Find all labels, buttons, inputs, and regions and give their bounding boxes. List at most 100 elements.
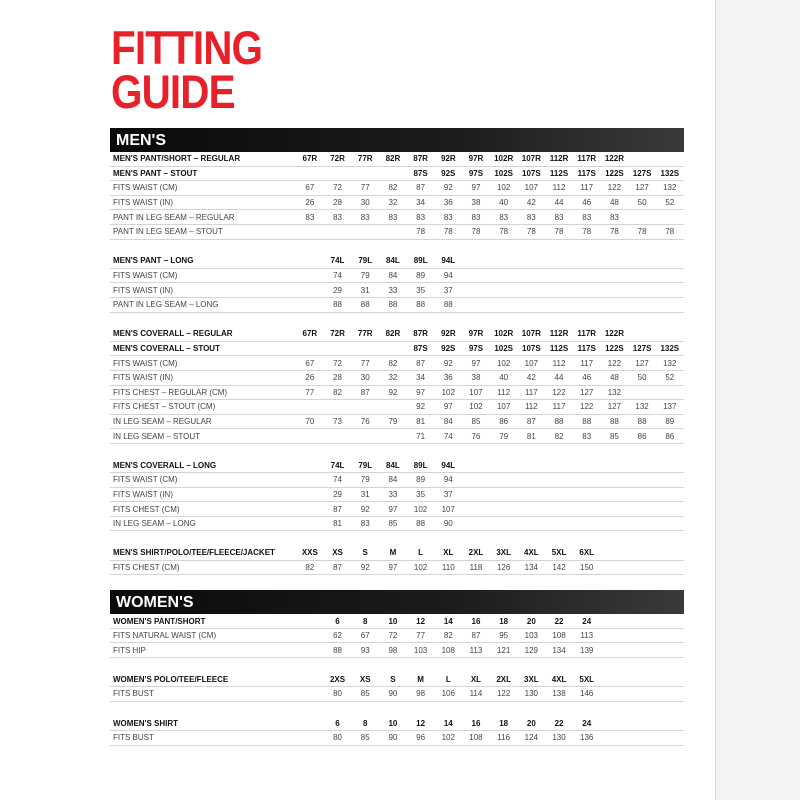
row-label: FITS WAIST (IN) bbox=[113, 198, 173, 208]
cell: 102 bbox=[413, 562, 428, 572]
cell: 118 bbox=[469, 562, 483, 572]
cell: 134 bbox=[552, 645, 566, 655]
row-label: FITS BUST bbox=[113, 733, 154, 743]
cell: 78 bbox=[637, 227, 647, 237]
cell: 127 bbox=[635, 358, 649, 368]
cell: 10 bbox=[388, 616, 398, 626]
cell: 97R bbox=[468, 329, 484, 339]
cell: 112R bbox=[549, 329, 569, 339]
table-row: FITS HIP 88 93 98 103 108 113 121 129 134 139 bbox=[110, 643, 684, 658]
cell: 117 bbox=[552, 402, 566, 412]
cell: 26 bbox=[305, 373, 315, 383]
cell: 77R bbox=[357, 154, 373, 164]
cell: 77 bbox=[360, 183, 370, 193]
cell: 37 bbox=[443, 285, 453, 295]
cell: 82R bbox=[385, 329, 401, 339]
size-table: MEN'S PANT/SHORT – REGULAR 67R 72R 77R 82R 87… bbox=[110, 152, 684, 240]
cell: 78 bbox=[499, 227, 509, 237]
cell: 44 bbox=[554, 373, 564, 383]
cell: 88 bbox=[416, 300, 426, 310]
row-label: IN LEG SEAM – REGULAR bbox=[113, 416, 212, 426]
cell: 107 bbox=[441, 504, 455, 514]
row-label: MEN'S SHIRT/POLO/TEE/FLEECE/JACKET bbox=[113, 548, 275, 558]
size-header-row: MEN'S COVERALL – LONG 74L 79L 84L 89L 94L bbox=[110, 458, 684, 474]
cell: 117 bbox=[524, 387, 538, 397]
table-row: FITS CHEST (CM) 87 92 97 102 107 bbox=[110, 502, 684, 517]
row-label: WOMEN'S SHIRT bbox=[113, 718, 179, 728]
cell: 79 bbox=[360, 475, 370, 485]
cell: 102 bbox=[441, 733, 455, 743]
group-spacer bbox=[110, 444, 684, 459]
cell: 97 bbox=[471, 183, 481, 193]
cell: 121 bbox=[496, 645, 511, 655]
size-header-row: WOMEN'S POLO/TEE/FLEECE 2XS XS S M L XL 2XL 3XL 4… bbox=[110, 673, 684, 688]
cell: 22 bbox=[554, 718, 564, 728]
cell: 97 bbox=[388, 562, 398, 572]
cell: 48 bbox=[609, 373, 619, 383]
cell: 87 bbox=[333, 504, 342, 514]
section-womens: WOMEN'S WOMEN'S PANT/SHORT 6 8 10 12 14 16 18 20 2… bbox=[110, 590, 684, 746]
cell: 82 bbox=[388, 183, 398, 193]
size-table: MEN'S COVERALL – LONG 74L 79L 84L 89L 94L FITS… bbox=[110, 458, 684, 532]
cell: 35 bbox=[416, 489, 426, 499]
cell: 102R bbox=[494, 154, 514, 164]
cell: 127S bbox=[632, 168, 652, 178]
cell: 50 bbox=[637, 373, 647, 383]
cell: 5XL bbox=[551, 548, 567, 558]
cell: 103 bbox=[524, 631, 539, 641]
group-spacer bbox=[110, 658, 684, 673]
cell: 88 bbox=[388, 300, 398, 310]
cell: 106 bbox=[441, 689, 455, 699]
row-label: WOMEN'S PANT/SHORT bbox=[113, 616, 206, 626]
cell: 84 bbox=[443, 416, 453, 426]
cell: 88 bbox=[360, 300, 370, 310]
cell: 83 bbox=[499, 212, 509, 222]
cell: 79L bbox=[358, 256, 373, 266]
cell: 97 bbox=[416, 387, 426, 397]
cell: 38 bbox=[471, 373, 481, 383]
row-label: MEN'S PANT/SHORT – REGULAR bbox=[113, 154, 241, 164]
size-table: WOMEN'S PANT/SHORT 6 8 10 12 14 16 18 20 22 24 FITS… bbox=[110, 614, 684, 658]
cell: 50 bbox=[637, 198, 647, 208]
cell: 83 bbox=[609, 212, 619, 222]
cell: 89L bbox=[413, 256, 428, 266]
cell: 93 bbox=[360, 645, 370, 655]
cell: 92 bbox=[443, 358, 453, 368]
cell: 130 bbox=[552, 733, 566, 743]
cell: 122R bbox=[604, 329, 624, 339]
cell: 3XL bbox=[524, 674, 539, 684]
size-table: MEN'S COVERALL – REGULAR 67R 72R 77R 82R 87R 9… bbox=[110, 327, 684, 444]
cell: 112 bbox=[524, 402, 538, 412]
cell: 8 bbox=[362, 616, 368, 626]
cell: 78 bbox=[582, 227, 592, 237]
cell: 87 bbox=[416, 183, 426, 193]
cell: 44 bbox=[554, 198, 564, 208]
cell: 74 bbox=[443, 431, 453, 441]
cell: 117R bbox=[577, 154, 597, 164]
table-row: FITS WAIST (IN) 29 31 33 35 37 bbox=[110, 488, 684, 503]
cell: 127S bbox=[632, 344, 652, 354]
cell: 96 bbox=[416, 733, 426, 743]
cell: 92R bbox=[440, 329, 456, 339]
cell: 62 bbox=[333, 631, 342, 641]
cell: 85 bbox=[471, 416, 481, 426]
row-label: FITS CHEST (CM) bbox=[113, 504, 180, 514]
cell: 34 bbox=[416, 373, 426, 383]
size-header-row: MEN'S COVERALL – REGULAR 67R 72R 77R 82R 87R 9… bbox=[110, 327, 684, 342]
cell: 6 bbox=[335, 616, 340, 626]
cell: 77 bbox=[360, 358, 370, 368]
cell: 97 bbox=[471, 358, 481, 368]
cell: 80 bbox=[333, 733, 342, 743]
cell: 95 bbox=[499, 631, 509, 641]
cell: 87 bbox=[471, 631, 481, 641]
cell: 142 bbox=[552, 562, 566, 572]
table-row: IN LEG SEAM – STOUT 71 74 76 79 81 82 83 85 86 86 bbox=[110, 429, 684, 444]
cell: 10 bbox=[388, 718, 398, 728]
cell: 2XS bbox=[329, 674, 346, 684]
row-label: FITS BUST bbox=[113, 689, 154, 699]
cell: 132S bbox=[660, 344, 680, 354]
cell: 92S bbox=[441, 168, 456, 178]
cell: 86 bbox=[637, 431, 647, 441]
cell: 113 bbox=[580, 631, 594, 641]
cell: 87S bbox=[413, 344, 428, 354]
